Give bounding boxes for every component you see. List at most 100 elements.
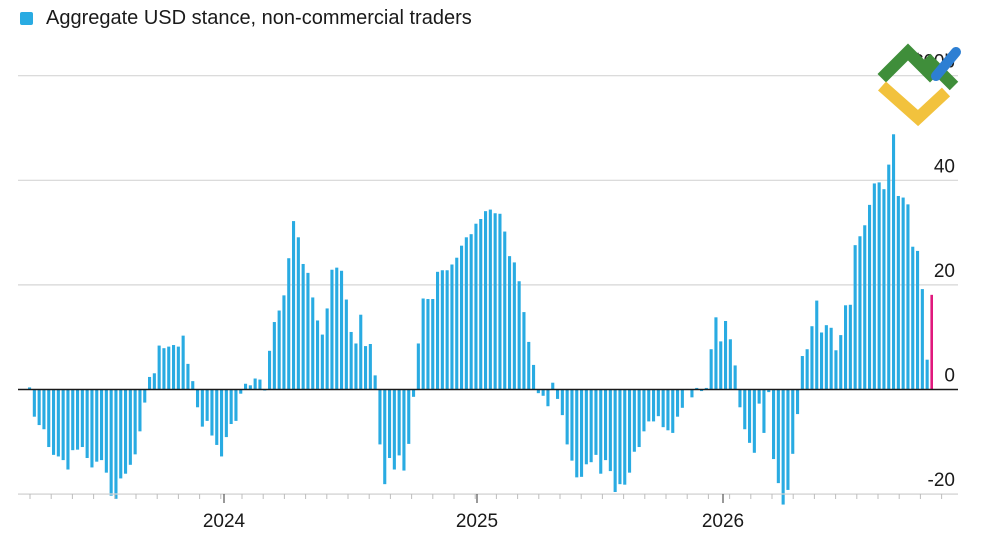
x-tick-label: 2025 (456, 511, 498, 532)
bar (186, 363, 190, 390)
bar (364, 346, 368, 390)
bar (728, 339, 732, 390)
logo-green-chevron (877, 43, 939, 83)
grid-lines (18, 75, 958, 495)
bar (215, 389, 219, 445)
bar (320, 334, 324, 390)
bar (176, 346, 180, 390)
bar (148, 376, 152, 390)
bar (844, 305, 848, 390)
bar (450, 264, 454, 390)
bar (248, 385, 252, 390)
bar (455, 257, 459, 390)
bar (810, 326, 814, 390)
bar (100, 389, 104, 461)
y-tick-label: 20 (934, 261, 955, 282)
bar (167, 346, 171, 390)
logo-yellow-chevron (878, 81, 951, 127)
bar (172, 345, 176, 390)
bar (445, 270, 449, 390)
bar (301, 263, 305, 390)
bar (541, 389, 545, 396)
bar (32, 389, 36, 417)
bar (124, 389, 128, 474)
bar (128, 389, 132, 465)
bar (402, 389, 406, 471)
bar (258, 379, 262, 390)
bar (383, 389, 387, 485)
bar (829, 327, 833, 390)
bar (872, 183, 876, 390)
legend-label: Aggregate USD stance, non-commercial tra… (46, 6, 472, 29)
bar (436, 271, 440, 390)
bar (85, 389, 89, 459)
bar (632, 389, 636, 452)
bar (229, 389, 233, 425)
bar (244, 383, 248, 390)
bar (200, 389, 204, 427)
bar (680, 389, 684, 408)
bar (287, 258, 291, 390)
bar (724, 320, 728, 390)
bar (570, 389, 574, 461)
axes (18, 388, 958, 503)
bar (47, 389, 51, 448)
bar (292, 221, 296, 390)
bar (781, 389, 785, 505)
bar (138, 389, 142, 432)
bar (181, 335, 185, 390)
bar (426, 299, 430, 390)
bar (66, 389, 70, 470)
bar (738, 389, 742, 408)
bar (882, 189, 886, 390)
bar (532, 364, 536, 390)
bar (690, 389, 694, 398)
bar (484, 211, 488, 390)
bar (584, 389, 588, 465)
bar (536, 389, 540, 394)
bar (488, 209, 492, 390)
bar (589, 389, 593, 463)
bar (522, 312, 526, 390)
bar (666, 389, 670, 431)
bar (613, 389, 617, 493)
bar (757, 389, 761, 404)
bar (642, 389, 646, 432)
bar (133, 389, 137, 455)
bar (354, 343, 358, 390)
bar (268, 350, 272, 390)
bar (157, 345, 161, 390)
bar (76, 389, 80, 450)
bar (896, 195, 900, 390)
bar (911, 246, 915, 390)
bar (671, 389, 675, 433)
bar (373, 375, 377, 390)
y-tick-label: 0 (944, 366, 955, 387)
bar (474, 223, 478, 390)
bar (661, 389, 665, 428)
bar (733, 365, 737, 390)
bar (647, 389, 651, 422)
y-tick-label: 40 (934, 156, 955, 177)
bar (796, 389, 800, 415)
bar (546, 389, 550, 407)
legend-swatch (20, 11, 33, 25)
bar (652, 389, 656, 422)
bar (90, 389, 94, 468)
bar (368, 343, 372, 390)
bar (296, 237, 300, 390)
x-tick-labels: 2024 2025 2026 (203, 511, 744, 532)
bar (344, 299, 348, 390)
bar (628, 389, 632, 473)
bar (479, 219, 483, 390)
bar (714, 317, 718, 390)
bar (397, 389, 401, 456)
bar (311, 297, 315, 390)
x-tick-label: 2026 (702, 511, 744, 532)
bar (748, 389, 752, 443)
litefinance-logo (877, 43, 961, 127)
bar (925, 359, 929, 390)
bar (656, 389, 660, 417)
bar (61, 389, 65, 461)
logo-blue-stroke (931, 47, 961, 81)
